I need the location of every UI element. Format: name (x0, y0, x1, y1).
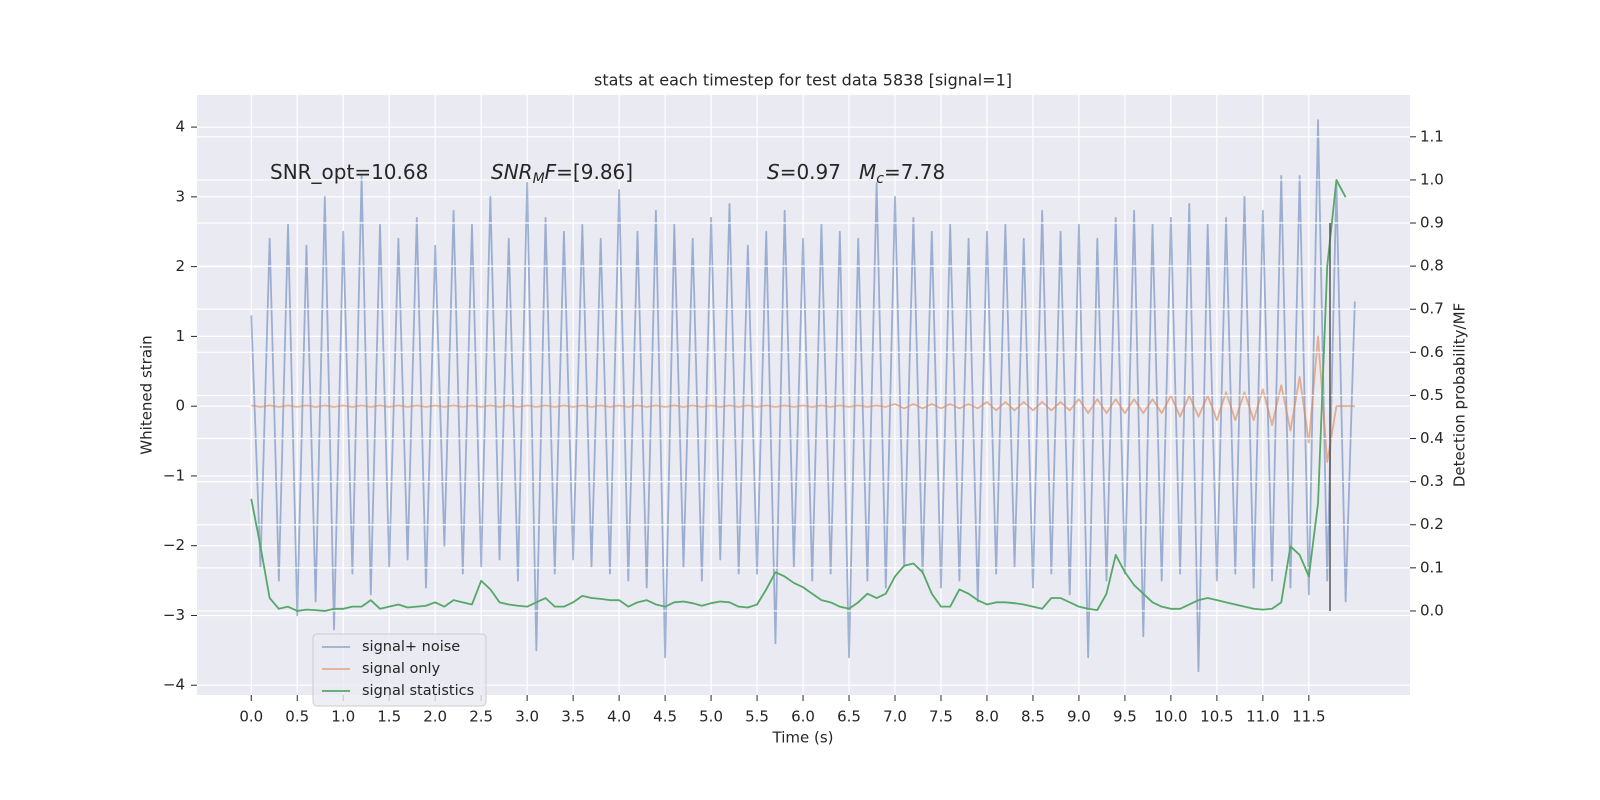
series-line (250, 179, 1347, 612)
x-tick-label: 9.0 (1067, 708, 1091, 726)
x-tick-label: 3.0 (515, 708, 539, 726)
x-tick-label: 7.0 (883, 708, 907, 726)
y2-tick-label: 1.1 (1420, 127, 1444, 145)
annotation-part: S (767, 160, 780, 184)
x-axis-label: Time (s) (772, 729, 834, 747)
annotation-part: =[9.86] (556, 160, 633, 184)
y-tick-label: 3 (175, 187, 185, 205)
annotation-part: M (859, 160, 876, 184)
x-tick-label: 11.0 (1246, 708, 1279, 726)
x-tick-label: 10.5 (1200, 708, 1233, 726)
y-tick-label: 0 (175, 397, 185, 415)
y2-tick-label: 0.9 (1420, 214, 1444, 232)
x-tick-label: 10.0 (1154, 708, 1187, 726)
x-tick-label: 4.0 (607, 708, 631, 726)
x-tick-label: 2.5 (469, 708, 493, 726)
legend: signal+ noise signal only signal statistic… (312, 633, 487, 707)
annotation-part: F (545, 160, 557, 184)
y2-tick-label: 0.7 (1420, 300, 1444, 318)
annotation-part: SNR_opt=10.68 (270, 160, 428, 184)
x-tick-label: 3.5 (561, 708, 585, 726)
y2-tick-label: 0.6 (1420, 343, 1444, 361)
x-tick-label: 8.5 (1021, 708, 1045, 726)
y-tick-label: 1 (175, 327, 185, 345)
y-tick-label: −1 (163, 466, 185, 484)
x-tick-label: 0.0 (239, 708, 263, 726)
y-tick-label: 2 (175, 257, 185, 275)
annotation: SNRMF=[9.86] (491, 160, 633, 188)
x-tick-label: 5.5 (745, 708, 769, 726)
y2-tick-label: 0.5 (1420, 386, 1444, 404)
chart-title: stats at each timestep for test data 583… (594, 71, 1012, 90)
y-tick-label: −2 (163, 536, 185, 554)
annotation: SNR_opt=10.68 (270, 160, 428, 184)
annotation-part: M (533, 171, 545, 187)
y2-tick-label: 0.0 (1420, 601, 1444, 619)
x-tick-label: 7.5 (929, 708, 953, 726)
annotation-part: =0.97 (780, 160, 841, 184)
legend-box (312, 633, 487, 707)
y2-tick-label: 0.4 (1420, 429, 1444, 447)
y2-tick-label: 0.8 (1420, 257, 1444, 275)
marks-y2 (250, 179, 1347, 612)
y-tick-label: −4 (163, 676, 185, 694)
x-tick-label: 0.5 (285, 708, 309, 726)
y2-tick-label: 0.1 (1420, 558, 1444, 576)
grid-y2 (197, 136, 1410, 612)
series-line (250, 119, 1356, 673)
legend-label: signal+ noise (362, 639, 460, 655)
y-tick-label: −3 (163, 606, 185, 624)
x-tick-label: 1.5 (377, 708, 401, 726)
x-tick-label: 5.0 (699, 708, 723, 726)
annotation-part: SNR (491, 160, 533, 184)
annotation: S=0.97 (767, 160, 841, 184)
y2-tick-label: 1.0 (1420, 170, 1444, 188)
y2-tick-label: 0.2 (1420, 515, 1444, 533)
legend-label: signal only (362, 661, 441, 677)
x-tick-label: 6.5 (837, 708, 861, 726)
x-tick-label: 2.0 (423, 708, 447, 726)
axes: 0.0 0.5 1.0 1.5 2.0 2.5 3.0 3.5 4.0 4.5 5.0 5.5 6.0 6… (163, 118, 1444, 726)
legend-label: signal statistics (362, 683, 474, 699)
y2-axis-label: Detection probability/MF (1451, 303, 1469, 487)
annotation-part: c (876, 171, 884, 187)
x-tick-label: 4.5 (653, 708, 677, 726)
x-tick-label: 9.5 (1113, 708, 1137, 726)
x-tick-label: 1.0 (331, 708, 355, 726)
y-tick-label: 4 (175, 118, 185, 136)
x-tick-label: 8.0 (975, 708, 999, 726)
y-axis-label: Whitened strain (138, 335, 156, 454)
annotation: Mc=7.78 (859, 160, 945, 188)
annotation-part: =7.78 (884, 160, 945, 184)
x-tick-label: 11.5 (1292, 708, 1325, 726)
y2-tick-label: 0.3 (1420, 472, 1444, 490)
x-tick-label: 6.0 (791, 708, 815, 726)
